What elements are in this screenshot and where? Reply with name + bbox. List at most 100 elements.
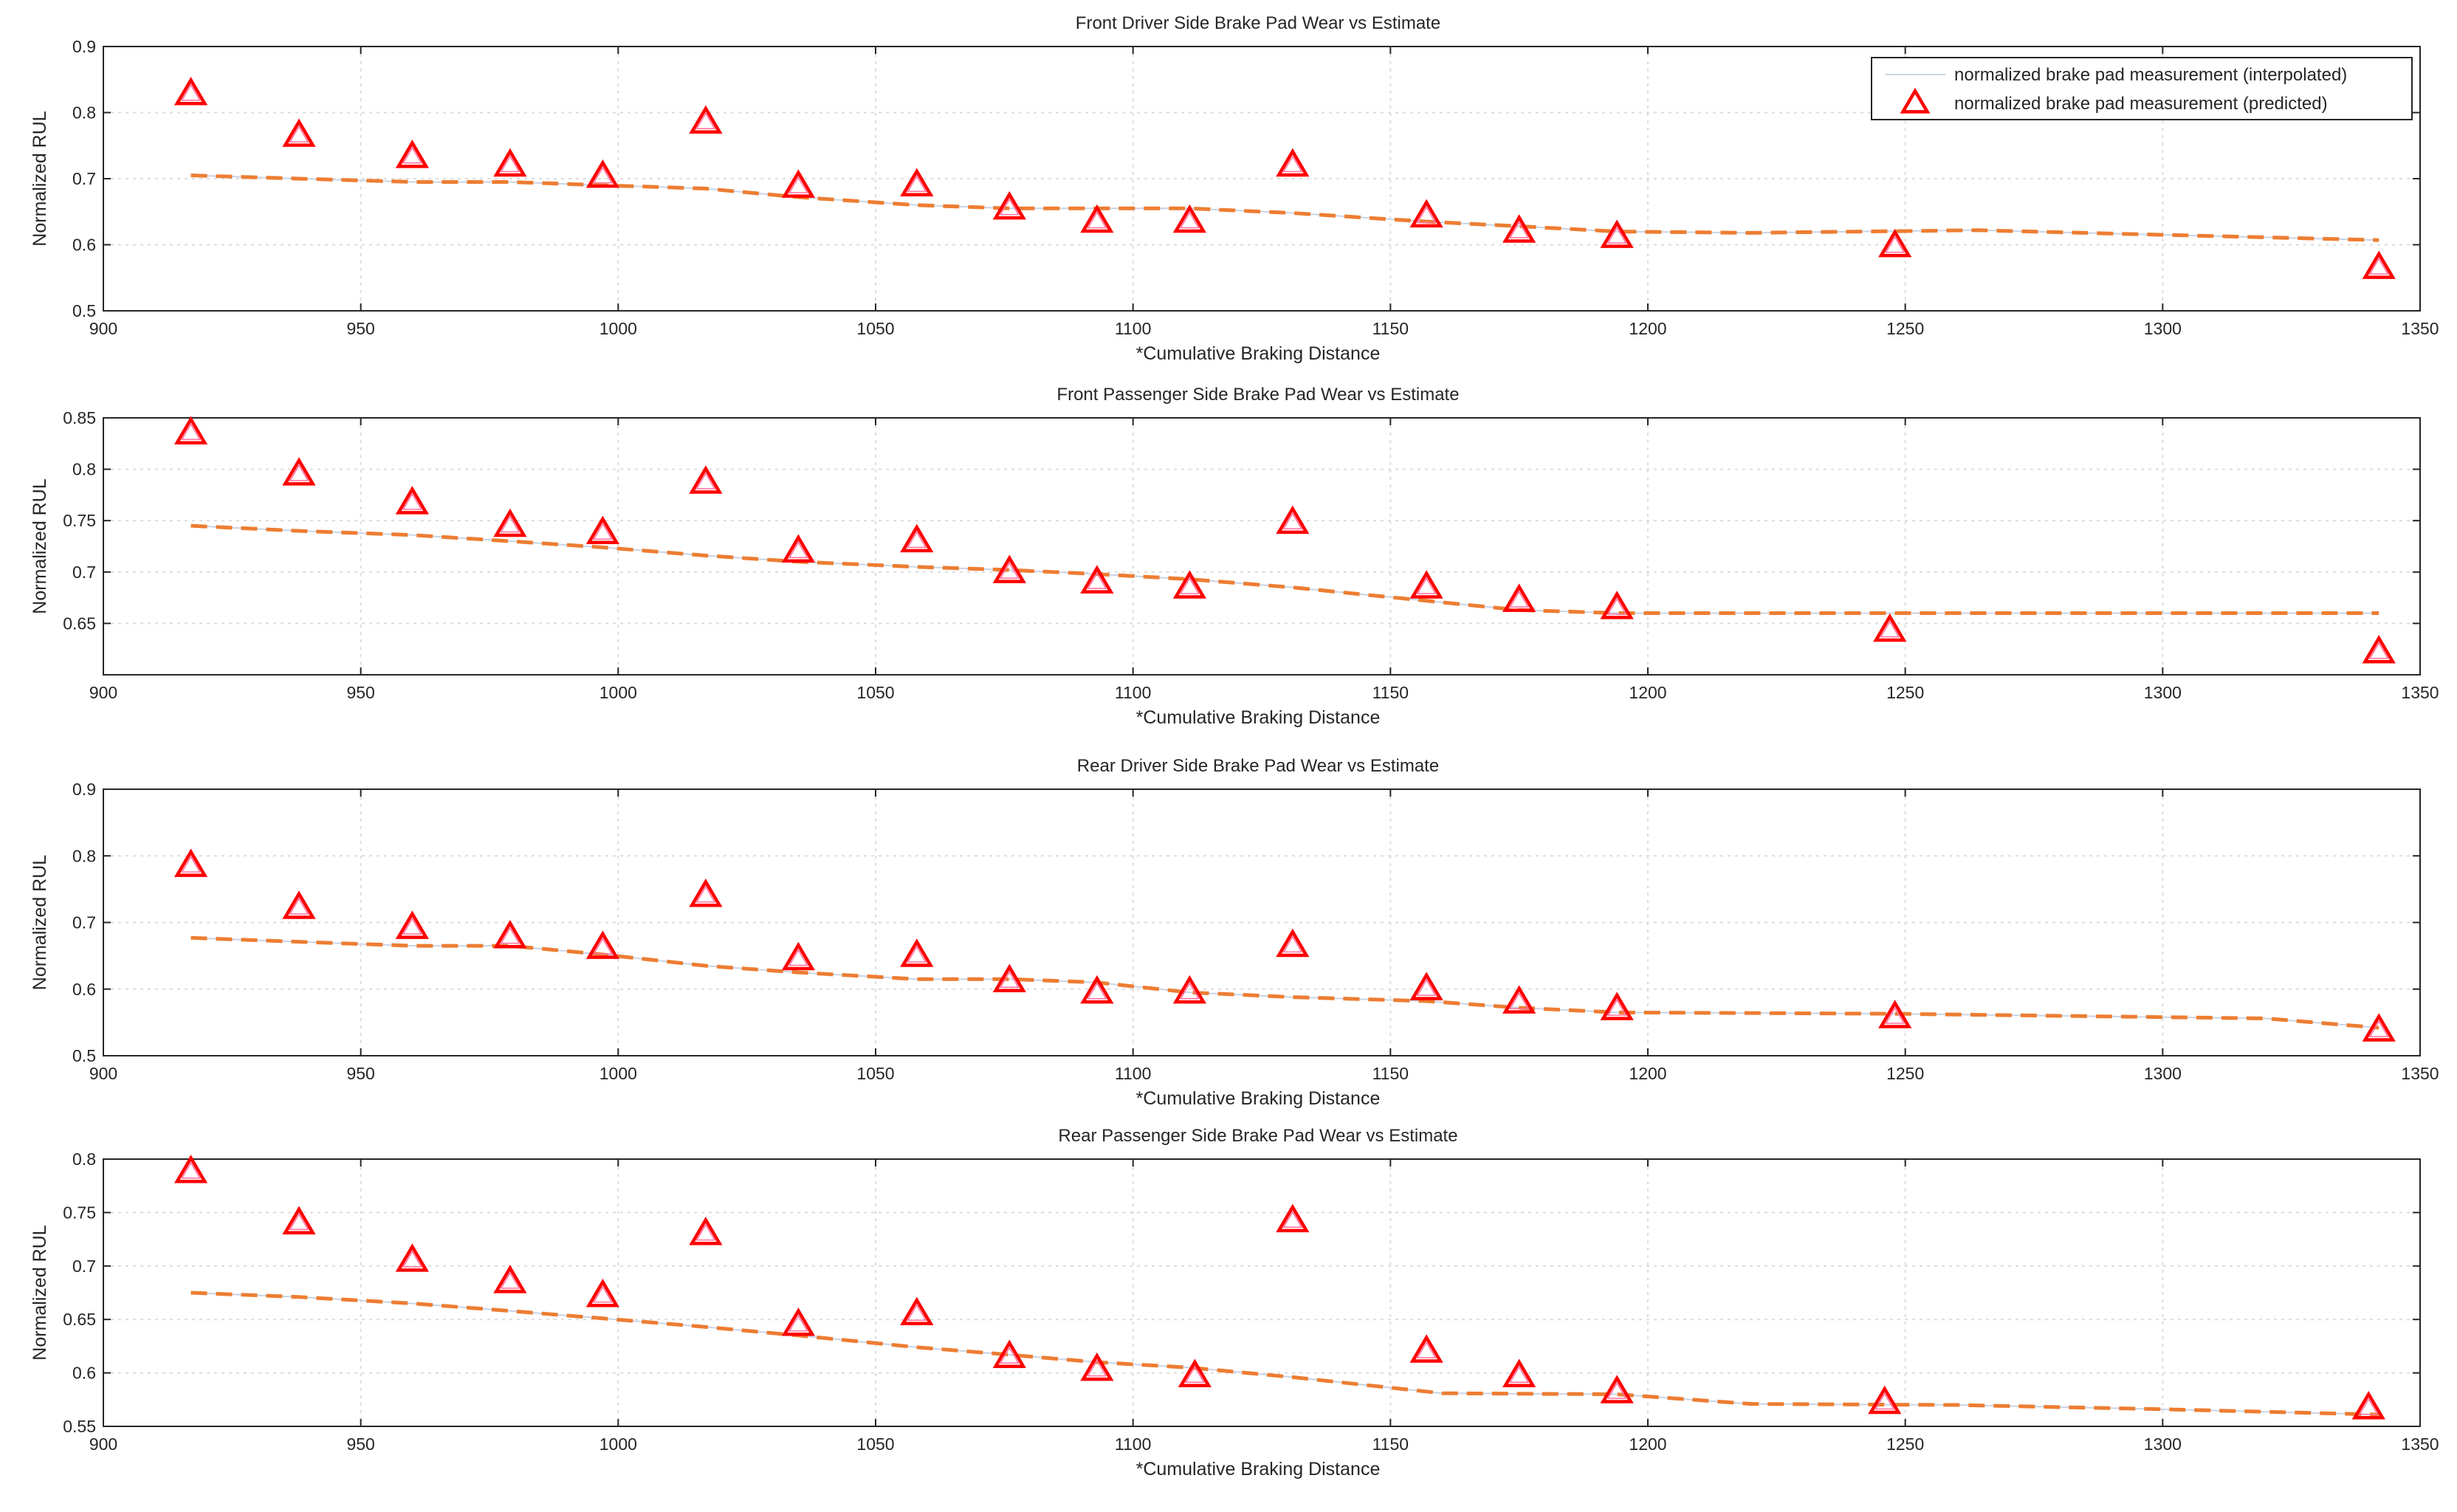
subplot-3: 900 950 1000 1050 1100 1150 1200 1250 1300 1350 0.…: [30, 756, 2439, 1109]
data-point-predicted: [992, 190, 1026, 220]
data-point-predicted: [781, 534, 816, 563]
x-tick-label: 900: [89, 683, 117, 702]
x-tick-label: 1050: [856, 683, 894, 702]
data-point-predicted: [1080, 1352, 1114, 1381]
data-point-predicted: [493, 508, 527, 537]
x-tick-label: 1200: [1629, 319, 1666, 338]
data-point-predicted-inner: [500, 927, 520, 944]
data-point-predicted-inner: [907, 1304, 927, 1322]
x-tick-label: 1100: [1115, 1434, 1151, 1454]
series-line-interpolated: [190, 523, 2379, 615]
data-point-predicted: [1409, 972, 1443, 1000]
data-point-predicted-inner: [1282, 935, 1303, 953]
data-point-predicted-inner: [1885, 1006, 1906, 1024]
y-tick-label: 0.6: [72, 980, 96, 999]
data-point-predicted-inner: [788, 949, 808, 966]
data-point-predicted-inner: [289, 1213, 309, 1230]
x-tick-label: 1350: [2401, 1434, 2439, 1454]
subplot-1: 900 950 1000 1050 1100 1150 1200 1250 1300 1350 0.…: [30, 13, 2439, 364]
data-point-predicted: [395, 486, 430, 515]
data-point-predicted-inner: [1087, 571, 1107, 589]
data-point-predicted: [2362, 1013, 2396, 1042]
y-tick-label: 0.8: [72, 1150, 96, 1169]
data-point-predicted: [1276, 148, 1310, 177]
data-point-predicted: [585, 930, 620, 959]
data-point-predicted: [1172, 570, 1207, 599]
data-point-predicted: [992, 554, 1026, 583]
x-tick-label: 1300: [2144, 1064, 2182, 1083]
y-tick-label: 0.65: [63, 1310, 96, 1329]
data-point-predicted: [689, 1216, 723, 1245]
x-tick-label: 1100: [1115, 1064, 1151, 1083]
x-tick-label: 1250: [1886, 1434, 1924, 1454]
data-point-predicted: [1502, 214, 1536, 243]
series-line-interpolated: [190, 1291, 2379, 1417]
data-point-predicted-inner: [695, 1223, 716, 1241]
data-point-predicted: [1502, 985, 1536, 1014]
chart-title: Rear Passenger Side Brake Pad Wear vs Es…: [1058, 1126, 1457, 1146]
data-point-predicted: [1178, 1358, 1212, 1388]
x-axis-label: *Cumulative Braking Distance: [1136, 707, 1381, 728]
data-point-predicted: [1080, 204, 1114, 233]
data-point-predicted: [1600, 992, 1634, 1020]
axes-frame: [103, 417, 2421, 676]
data-point-predicted: [1868, 1385, 1902, 1415]
x-tick-label: 1150: [1372, 683, 1409, 702]
data-point-predicted: [1409, 570, 1443, 599]
y-tick-label: 0.5: [72, 301, 96, 320]
data-point-predicted-inner: [500, 515, 520, 533]
data-point-predicted-inner: [1087, 1359, 1107, 1377]
data-point-predicted: [689, 878, 723, 907]
x-tick-label: 1100: [1115, 683, 1151, 702]
data-point-predicted-inner: [1087, 211, 1107, 229]
data-point-predicted-inner: [695, 112, 716, 129]
x-tick-label: 1200: [1629, 683, 1666, 702]
x-tick-label: 950: [346, 683, 374, 702]
data-point-predicted-inner: [1087, 982, 1107, 1000]
data-point-predicted-inner: [907, 531, 927, 549]
data-point-predicted-inner: [2368, 1020, 2389, 1037]
x-tick-label: 1050: [856, 1064, 894, 1083]
y-axis-label: Normalized RUL: [30, 855, 50, 990]
data-point-predicted: [900, 168, 934, 197]
data-point-predicted-inner: [402, 146, 422, 164]
x-axis-label: *Cumulative Braking Distance: [1136, 343, 1381, 364]
data-point-predicted-inner: [788, 176, 808, 193]
data-point-predicted-inner: [1179, 982, 1200, 1000]
data-point-predicted-inner: [1184, 1366, 1205, 1384]
data-point-predicted-inner: [1509, 1366, 1530, 1384]
data-point-predicted: [781, 169, 816, 198]
x-tick-label: 1150: [1372, 1064, 1409, 1083]
data-point-predicted: [2362, 250, 2396, 279]
data-point-predicted-inner: [695, 472, 716, 489]
data-point-predicted: [282, 457, 316, 486]
data-point-predicted: [1409, 199, 1443, 228]
data-point-predicted-inner: [1509, 221, 1530, 238]
y-tick-label: 0.7: [72, 563, 96, 582]
x-axis-label: *Cumulative Braking Distance: [1136, 1459, 1381, 1480]
y-tick-label: 0.55: [63, 1417, 96, 1436]
data-point-predicted-inner: [402, 492, 422, 510]
data-point-predicted-inner: [2368, 258, 2389, 275]
x-tick-label: 950: [346, 319, 374, 338]
data-point-predicted: [1600, 1375, 1634, 1403]
y-tick-label: 0.6: [72, 236, 96, 255]
x-tick-label: 900: [89, 1434, 117, 1454]
data-point-predicted-inner: [1606, 999, 1627, 1016]
subplot-4: 900 950 1000 1050 1100 1150 1200 1250 1300 1350 0.…: [30, 1126, 2439, 1480]
x-tick-label: 1250: [1886, 683, 1924, 702]
data-point-predicted: [992, 963, 1026, 993]
x-tick-label: 1200: [1629, 1434, 1666, 1454]
chart-title: Front Passenger Side Brake Pad Wear vs E…: [1056, 385, 1459, 405]
x-tick-label: 1000: [599, 1434, 637, 1454]
data-point-predicted: [1172, 204, 1207, 233]
data-point-predicted: [1600, 591, 1634, 619]
legend-swatch-predicted: [1900, 87, 1931, 114]
series-line-interpolated: [190, 935, 2379, 1030]
x-tick-label: 1300: [2144, 319, 2182, 338]
data-point-predicted: [493, 148, 527, 177]
y-tick-label: 0.5: [72, 1046, 96, 1065]
data-point-predicted-inner: [999, 971, 1020, 988]
data-point-predicted: [1878, 228, 1912, 258]
data-point-predicted: [1873, 613, 1907, 642]
